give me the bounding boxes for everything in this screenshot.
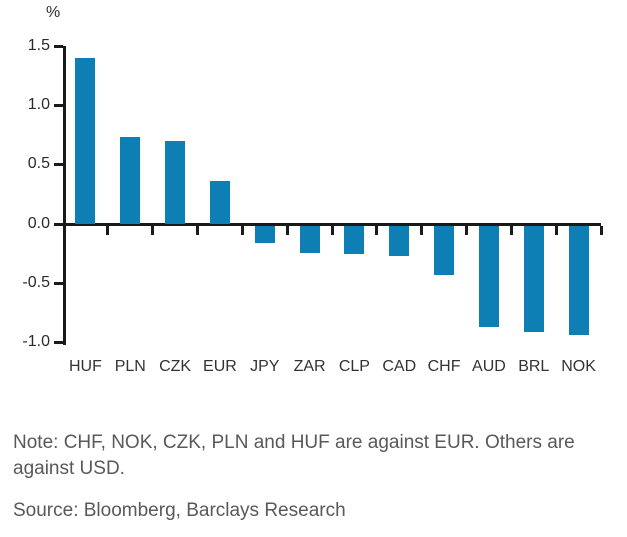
x-axis-tick [196,225,199,235]
category-label-aud: AUD [472,358,506,375]
x-axis-tick [420,225,424,235]
x-axis-tick [240,225,244,235]
y-axis-tick-label: 0.5 [27,155,50,173]
x-axis-tick [465,225,468,235]
bar-zar [299,225,320,253]
category-label-chf: CHF [427,358,461,375]
bar-clp [344,225,365,254]
y-axis-tick-label: -0.5 [22,273,50,291]
y-axis-tick [54,163,63,167]
y-axis-tick-label: -1.0 [22,333,50,350]
category-label-clp: CLP [338,358,370,375]
x-axis-tick [599,225,603,235]
bar-brl [523,225,544,333]
category-label-zar: ZAR [293,358,326,375]
category-label-brl: BRL [518,358,550,375]
x-axis-tick [285,225,289,235]
y-axis-line [63,46,66,345]
y-axis-unit-label: % [46,4,61,21]
bar-nok [568,225,589,335]
category-label-pln: PLN [114,358,146,375]
bar-eur [209,180,230,224]
x-axis-tick [375,225,379,235]
y-axis-tick-label: 1.0 [27,96,50,114]
y-axis-tick [54,281,63,285]
x-axis-tick [151,225,155,235]
chart-note: Note: CHF, NOK, CZK, PLN and HUF are aga… [13,432,575,480]
bar-chart: % 1.5 1.0 0.5 0.0 -0.5 -1.0 HUF PLN CZK EUR JPY ZAR… [22,4,603,375]
bar-jpy [254,225,275,244]
bar-pln [120,137,141,224]
bar-cad [389,225,410,257]
category-label-nok: NOK [561,358,596,375]
chart-source: Source: Bloomberg, Barclays Research [13,500,346,521]
bar-aud [478,225,499,328]
x-axis-tick [554,225,558,235]
x-axis-tick [509,225,513,235]
x-axis-tick [106,225,110,235]
category-label-cad: CAD [382,358,417,375]
bar-chf [434,225,455,276]
y-axis-tick [54,341,63,344]
y-axis-tick [54,222,63,226]
category-label-czk: CZK [159,358,192,375]
bar-huf [75,57,96,224]
x-axis-tick [330,225,334,235]
y-axis-tick-label: 0.0 [27,214,50,232]
category-label-huf: HUF [68,358,102,375]
bar-czk [165,140,186,224]
x-axis-line [63,222,601,226]
category-label-eur: EUR [203,358,237,375]
category-label-jpy: JPY [250,358,280,375]
y-axis-tick-label: 1.5 [27,37,50,54]
y-axis-tick [54,45,63,48]
y-axis-tick [54,104,63,108]
